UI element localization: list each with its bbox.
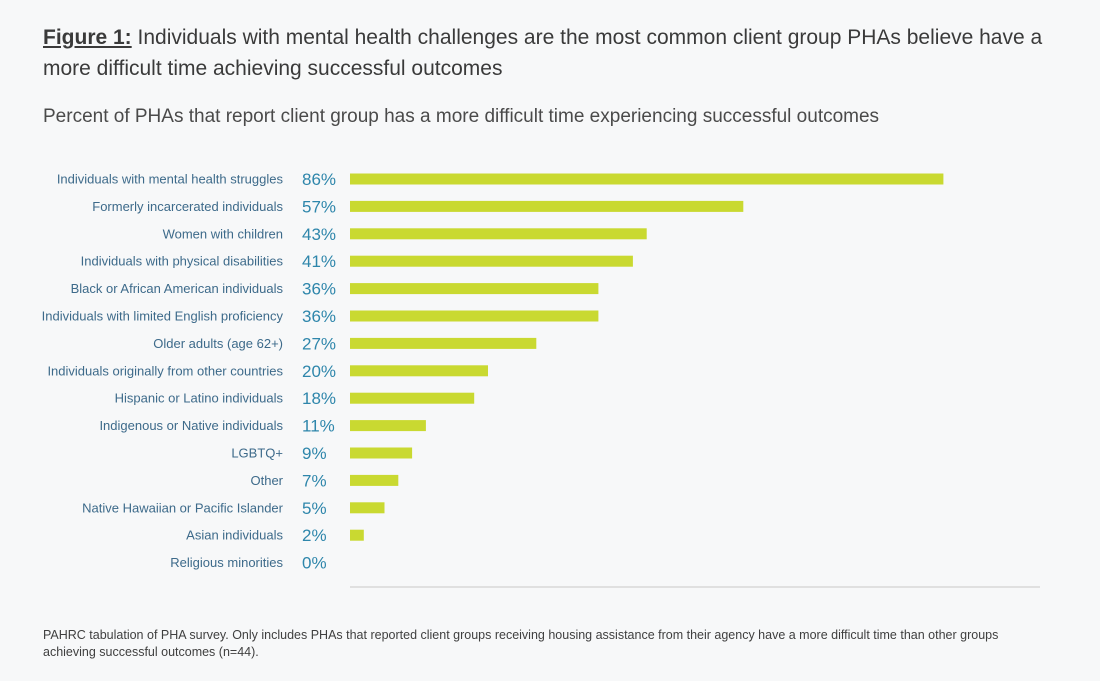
value-label: 27% <box>302 334 336 353</box>
category-label: Native Hawaiian or Pacific Islander <box>82 500 284 515</box>
category-label: Individuals originally from other countr… <box>47 363 283 378</box>
category-label: LGBTQ+ <box>231 446 283 461</box>
value-label: 43% <box>302 225 336 244</box>
category-label: Asian individuals <box>186 528 283 543</box>
bar <box>350 283 599 295</box>
bar-chart: Individuals with mental health struggles… <box>42 170 1040 588</box>
figure-title: Figure 1: Individuals with mental health… <box>43 22 1063 84</box>
category-label: Individuals with mental health struggles <box>57 172 284 187</box>
category-label: Formerly incarcerated individuals <box>92 199 283 214</box>
category-label: Black or African American individuals <box>71 281 284 296</box>
value-label: 86% <box>302 170 336 189</box>
value-label: 0% <box>302 554 327 573</box>
bar <box>350 228 647 240</box>
value-label: 2% <box>302 526 327 545</box>
value-label: 41% <box>302 252 336 271</box>
bar <box>350 173 944 185</box>
figure-title-text: Individuals with mental health challenge… <box>43 26 1043 80</box>
bar <box>350 392 475 404</box>
category-label: Older adults (age 62+) <box>153 336 283 351</box>
bar <box>350 337 537 349</box>
category-label: Other <box>250 473 283 488</box>
value-label: 7% <box>302 471 327 490</box>
bar <box>350 255 633 267</box>
category-label: Indigenous or Native individuals <box>99 418 283 433</box>
bar <box>350 365 488 377</box>
bar <box>350 502 385 514</box>
bar <box>350 529 364 541</box>
category-label: Women with children <box>163 226 283 241</box>
value-label: 9% <box>302 444 327 463</box>
value-label: 20% <box>302 362 336 381</box>
category-label: Religious minorities <box>170 555 283 570</box>
value-label: 36% <box>302 280 336 299</box>
bar <box>350 200 744 212</box>
value-label: 18% <box>302 389 336 408</box>
footnote: PAHRC tabulation of PHA survey. Only inc… <box>43 628 999 659</box>
bar <box>350 447 413 459</box>
bar <box>350 474 399 486</box>
category-label: Hispanic or Latino individuals <box>115 391 284 406</box>
bar <box>350 310 599 322</box>
bar <box>350 420 426 432</box>
figure-label: Figure 1: <box>43 26 132 49</box>
value-label: 11% <box>302 417 335 436</box>
category-label: Individuals with limited English profici… <box>42 309 284 324</box>
category-label: Individuals with physical disabilities <box>81 254 284 269</box>
value-label: 5% <box>302 499 327 518</box>
value-label: 36% <box>302 307 336 326</box>
value-label: 57% <box>302 197 336 216</box>
chart-subtitle: Percent of PHAs that report client group… <box>43 106 880 127</box>
